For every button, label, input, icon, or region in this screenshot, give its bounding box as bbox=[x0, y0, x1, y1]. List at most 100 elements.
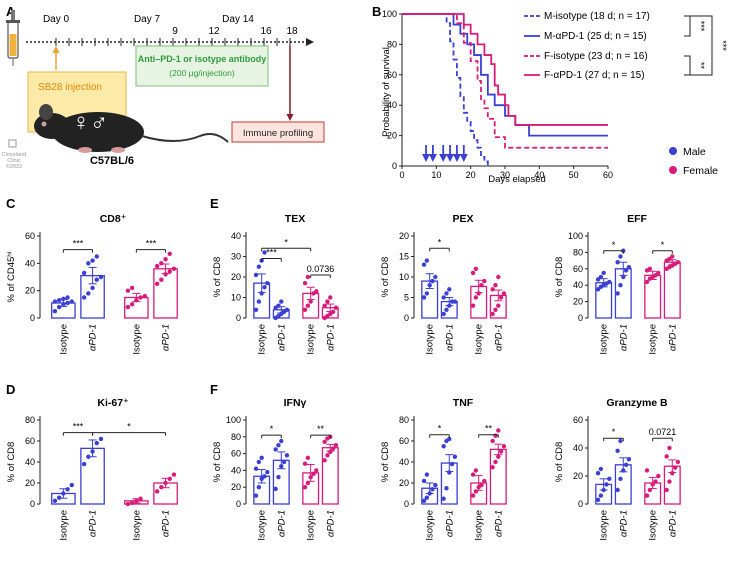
data-point bbox=[598, 466, 604, 472]
ytick-label: 0 bbox=[578, 499, 583, 509]
data-point bbox=[259, 291, 264, 296]
data-point bbox=[664, 487, 669, 493]
sig-label: * bbox=[438, 237, 442, 247]
ytick-label: 60 bbox=[399, 436, 409, 446]
x-tick-label: Isotype bbox=[257, 510, 268, 541]
bracket-label: *** bbox=[718, 40, 728, 51]
data-point bbox=[138, 496, 143, 501]
ytick-label: 80 bbox=[573, 247, 583, 257]
panel-b-survival: B Probability of survival Days elapsed 0… bbox=[372, 4, 728, 185]
significance-bracket: ** bbox=[684, 55, 706, 76]
survival-ytick-label: 80 bbox=[387, 39, 397, 49]
ytick-label: 80 bbox=[399, 415, 409, 425]
clinic-logo: Cleveland Clinic ©2022 bbox=[2, 139, 26, 170]
data-point bbox=[607, 279, 612, 285]
data-point bbox=[496, 428, 501, 433]
bar-panel-e2: PEX % of CD8 0 5 10 15 20 Isotype αPD-1 Isotype αP… bbox=[380, 213, 507, 355]
treatment-arrowhead bbox=[428, 154, 437, 162]
data-point bbox=[279, 299, 284, 304]
data-point bbox=[314, 289, 319, 294]
ytick-label: 80 bbox=[25, 415, 35, 425]
data-point bbox=[444, 486, 449, 491]
data-point bbox=[302, 280, 308, 286]
sig-label: ** bbox=[317, 424, 325, 434]
female-legend-dot bbox=[669, 166, 677, 174]
data-point bbox=[615, 291, 620, 296]
data-point bbox=[501, 444, 507, 449]
data-point bbox=[430, 278, 435, 284]
data-point bbox=[444, 291, 449, 296]
data-point bbox=[490, 311, 495, 317]
data-point bbox=[647, 266, 653, 271]
data-point bbox=[656, 270, 661, 276]
data-point bbox=[61, 491, 66, 496]
data-point bbox=[142, 293, 147, 299]
bar-panel-f2: TNF % of CD8 0 20 40 60 80 Isotype αPD-1 Isotype α… bbox=[380, 397, 507, 541]
data-point bbox=[490, 438, 495, 444]
data-point bbox=[482, 478, 487, 484]
data-point bbox=[473, 295, 479, 300]
survival-xtick-label: 50 bbox=[569, 170, 579, 180]
sig-label: 0.0721 bbox=[649, 427, 677, 437]
data-point bbox=[56, 304, 62, 310]
data-point bbox=[490, 465, 495, 470]
data-point bbox=[163, 480, 168, 486]
data-point bbox=[265, 469, 270, 475]
data-point bbox=[430, 487, 435, 492]
panel-ylabel: % of CD8 bbox=[6, 442, 17, 483]
bar-panel-f1: IFNγ % of CD8 0 20 40 60 80 100 Isotype αPD-1 Isot… bbox=[212, 397, 339, 541]
ytick-label: 0 bbox=[236, 313, 241, 323]
data-point bbox=[322, 439, 327, 445]
ytick-label: 100 bbox=[226, 415, 241, 425]
bar-panel-c: CD8⁺ % of CD45ʰⁱ 0 20 40 60 Isotype αPD-1 Isotyp… bbox=[6, 213, 178, 355]
data-point bbox=[647, 487, 653, 493]
bar bbox=[321, 447, 339, 505]
survival-xtick-label: 40 bbox=[534, 170, 544, 180]
data-point bbox=[265, 280, 270, 286]
sig-label: ** bbox=[485, 424, 493, 434]
data-point bbox=[276, 443, 281, 448]
data-point bbox=[449, 461, 455, 467]
data-point bbox=[330, 309, 336, 315]
legend-label-0: M-isotype (18 d; n = 17) bbox=[544, 11, 650, 22]
survival-curve-3 bbox=[402, 13, 608, 126]
bracket-label: *** bbox=[696, 21, 706, 32]
data-point bbox=[595, 497, 601, 502]
data-point bbox=[305, 303, 311, 308]
x-tick-label: αPD-1 bbox=[618, 324, 629, 351]
ytick-label: 40 bbox=[573, 280, 583, 290]
panel-label-d: D bbox=[6, 382, 15, 397]
x-tick-label: Isotype bbox=[425, 324, 436, 355]
data-point bbox=[52, 308, 58, 314]
panel-ylabel: % of CD8 bbox=[212, 257, 223, 298]
panel-ylabel: % of CD8 bbox=[554, 442, 565, 483]
data-point bbox=[601, 487, 606, 493]
ytick-label: 20 bbox=[573, 471, 583, 481]
data-point bbox=[618, 438, 623, 444]
x-tick-label: Isotype bbox=[648, 510, 659, 541]
data-point bbox=[615, 260, 620, 265]
data-point bbox=[52, 299, 58, 304]
svg-text:Cleveland: Cleveland bbox=[2, 152, 26, 158]
data-point bbox=[618, 254, 623, 259]
ytick-label: 0 bbox=[236, 499, 241, 509]
ytick-label: 0 bbox=[404, 499, 409, 509]
data-point bbox=[322, 303, 327, 308]
data-point bbox=[134, 498, 139, 504]
female-legend-label: Female bbox=[683, 165, 718, 177]
x-tick-label: αPD-1 bbox=[444, 510, 455, 537]
data-point bbox=[672, 465, 678, 470]
panel-title: TEX bbox=[285, 213, 305, 225]
data-point bbox=[607, 476, 612, 481]
antibody-dose: (200 μg/injection) bbox=[169, 68, 235, 78]
data-point bbox=[305, 274, 311, 280]
x-tick-label: Isotype bbox=[58, 324, 69, 355]
data-point bbox=[604, 482, 609, 487]
ytick-label: 40 bbox=[573, 443, 583, 453]
data-point bbox=[424, 472, 430, 477]
data-point bbox=[421, 295, 427, 300]
ytick-label: 80 bbox=[231, 432, 241, 442]
data-point bbox=[501, 291, 507, 296]
x-tick-label: Isotype bbox=[599, 324, 610, 355]
